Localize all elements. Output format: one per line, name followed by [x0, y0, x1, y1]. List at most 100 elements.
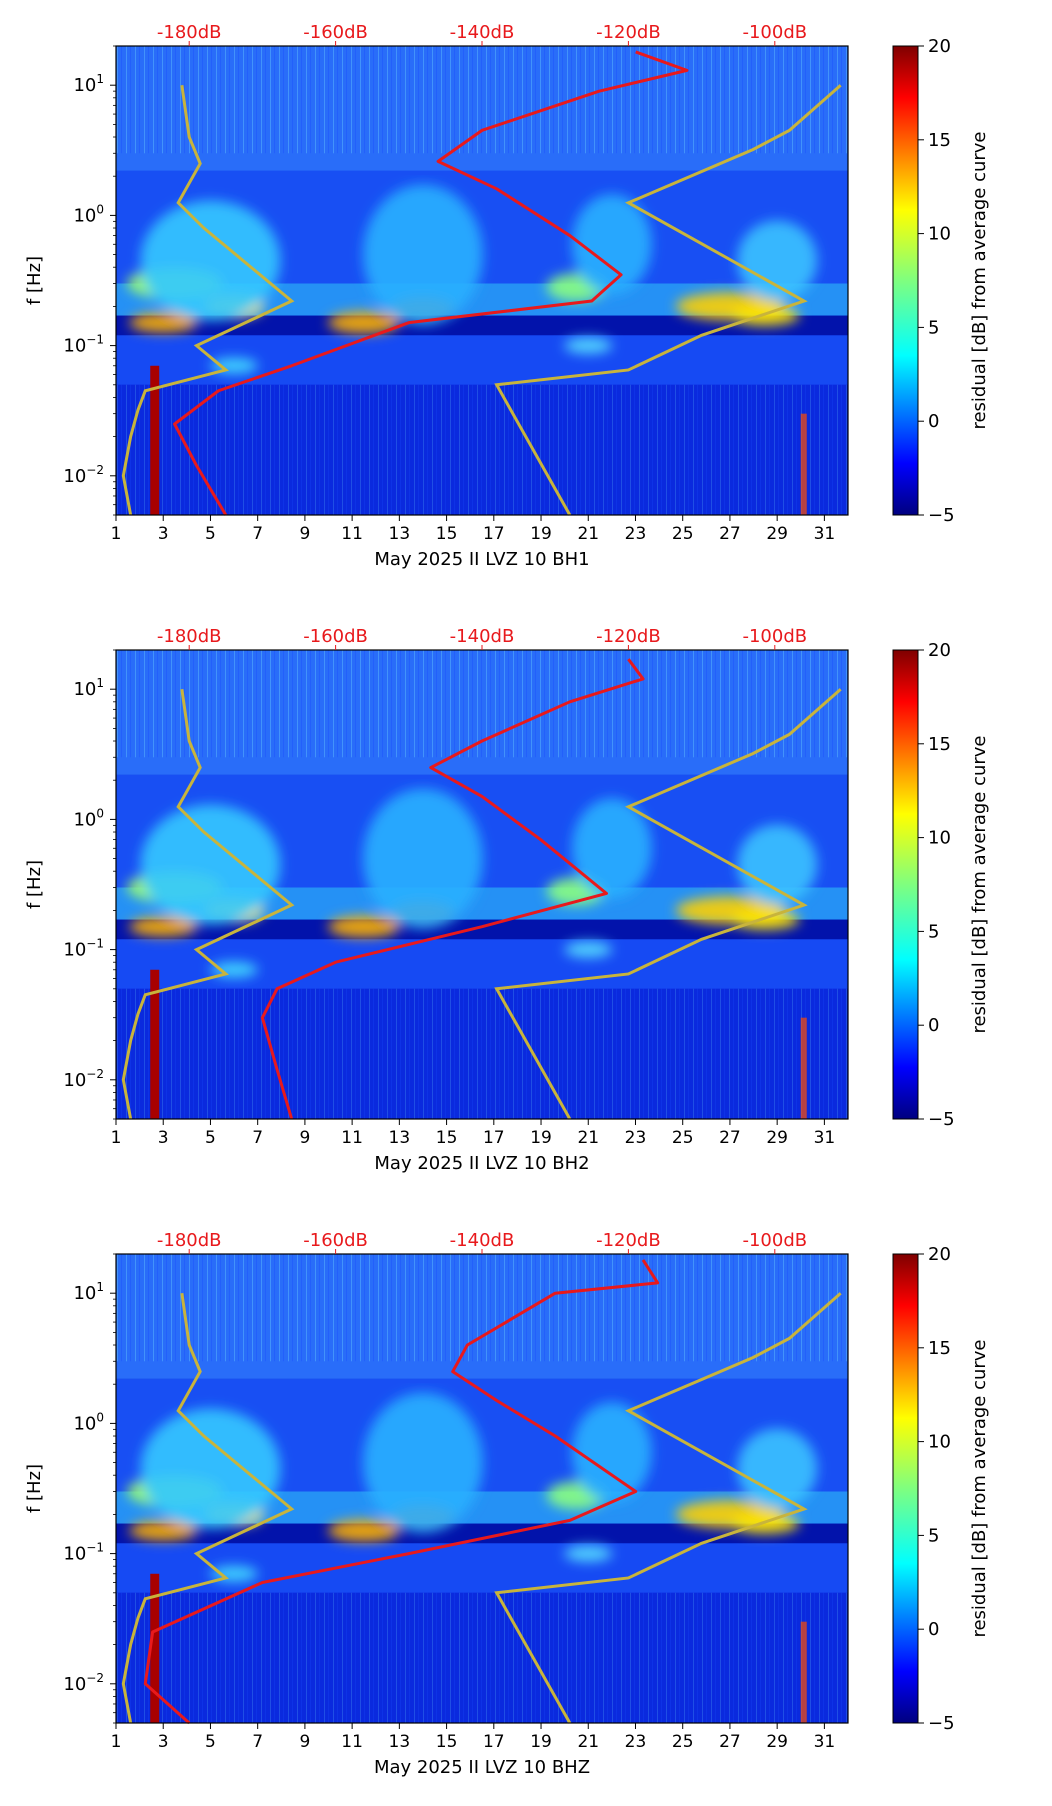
heatmap-band: [116, 919, 848, 940]
heatmap-event-line: [800, 413, 807, 515]
x-tick-label: 27: [719, 1128, 741, 1148]
heatmap-blob: [362, 184, 483, 325]
heatmap-blob: [327, 311, 400, 334]
heatmap-blob: [140, 1408, 281, 1529]
top-axis-db-label: -140dB: [450, 1230, 515, 1251]
x-tick-label: 27: [719, 524, 741, 544]
x-tick-label: 3: [158, 1128, 169, 1148]
heatmap-blob: [564, 941, 613, 958]
top-axis-db-label: -100dB: [742, 22, 807, 43]
heatmap-streaks-low: [116, 988, 848, 1119]
top-axis-db-label: -140dB: [450, 22, 515, 43]
x-tick-label: 21: [577, 1128, 599, 1148]
colorbar-tick-label: 5: [928, 1525, 939, 1546]
heatmap-streaks: [116, 1254, 848, 1362]
colorbar-tick-label: 15: [928, 130, 951, 151]
colorbar-tick-label: −5: [928, 1109, 955, 1130]
high-noise-model-curve: [494, 1292, 842, 1724]
heatmap-blobs: [127, 788, 818, 978]
x-tick-label: 25: [672, 1732, 694, 1752]
spectrogram-heatmap: [116, 650, 848, 1119]
x-tick-label: 1: [111, 1732, 122, 1752]
x-tick-label: 13: [389, 1732, 411, 1752]
x-tick-label: 13: [389, 1128, 411, 1148]
heatmap-streaks: [116, 46, 848, 154]
x-tick-label: 15: [436, 1128, 458, 1148]
heatmap-band: [116, 1523, 848, 1544]
x-tick-label: 15: [436, 524, 458, 544]
x-tick-label: 7: [252, 1732, 263, 1752]
heatmap-band: [116, 315, 848, 336]
y-tick-label: 100: [73, 202, 104, 226]
colorbar-gradient: [892, 1253, 919, 1724]
x-tick-label: 23: [625, 1732, 647, 1752]
heatmap-event-line: [800, 1621, 807, 1723]
y-axis-label: f [Hz]: [24, 1464, 45, 1513]
colorbar-gradient: [892, 45, 919, 516]
x-tick-label: 21: [577, 1732, 599, 1752]
x-tick-label: 31: [814, 1732, 836, 1752]
y-tick-label: 101: [73, 1280, 104, 1304]
colorbar-tick-label: 20: [928, 36, 951, 57]
heatmap-blob: [129, 312, 198, 333]
x-tick-label: 29: [766, 1732, 788, 1752]
heatmap-blob: [564, 1545, 613, 1562]
colorbar-tick-label: 15: [928, 1338, 951, 1359]
heatmap-streaks-low: [116, 1592, 848, 1723]
colorbar-tick-label: 15: [928, 734, 951, 755]
x-tick-label: 11: [341, 1732, 363, 1752]
x-tick-label: 5: [205, 1128, 216, 1148]
heatmap-blob: [737, 824, 818, 905]
colorbar-label: residual [dB] from average curve: [969, 131, 990, 429]
colorbar-tick-label: 0: [928, 1015, 939, 1036]
psd-curve: [260, 658, 645, 1120]
y-tick-label: 10−1: [63, 333, 104, 357]
heatmap-blob: [571, 1402, 652, 1503]
colorbar-tick-label: 5: [928, 921, 939, 942]
y-tick-label: 10−1: [63, 1541, 104, 1565]
x-tick-label: 1: [111, 524, 122, 544]
high-noise-model-curve: [494, 84, 842, 516]
heatmap-blobs: [127, 184, 818, 374]
x-tick-label: 7: [252, 1128, 263, 1148]
top-axis-db-label: -180dB: [157, 1230, 222, 1251]
heatmap-blob: [327, 915, 400, 938]
spectrogram-heatmap: [116, 46, 848, 515]
x-tick-label: 5: [205, 524, 216, 544]
colorbar-gradient: [892, 649, 919, 1120]
x-tick-label: 23: [625, 524, 647, 544]
x-tick-label: 25: [672, 524, 694, 544]
top-axis-db-label: -140dB: [450, 626, 515, 647]
colorbar-tick-label: 0: [928, 411, 939, 432]
x-tick-label: 3: [158, 1732, 169, 1752]
y-axis-label: f [Hz]: [24, 256, 45, 305]
colorbar-tick-label: 10: [928, 1432, 951, 1453]
top-axis-db-label: -100dB: [742, 1230, 807, 1251]
heatmap-blob: [362, 788, 483, 929]
psd-curve: [143, 1259, 660, 1725]
heatmap-blob: [737, 1428, 818, 1509]
colorbar-tick-label: 0: [928, 1619, 939, 1640]
top-axis-db-label: -160dB: [303, 1230, 368, 1251]
colorbar: 20 15 10 5 0 −5 residual [dB] from average cur…: [892, 640, 990, 1130]
x-tick-label: 19: [530, 1128, 552, 1148]
x-tick-label: 23: [625, 1128, 647, 1148]
colorbar: 20 15 10 5 0 −5 residual [dB] from average cur…: [892, 36, 990, 526]
x-tick-label: 27: [719, 1732, 741, 1752]
x-tick-label: 17: [483, 1128, 505, 1148]
x-tick-label: 11: [341, 524, 363, 544]
x-axis-label: May 2025 II LVZ 10 BHZ: [374, 1757, 590, 1778]
low-noise-model-curve: [121, 688, 295, 1120]
heatmap-blob: [571, 798, 652, 899]
x-axis-label: May 2025 II LVZ 10 BH1: [374, 549, 589, 570]
colorbar-tick-label: 20: [928, 640, 951, 661]
heatmap-event-line: [800, 1017, 807, 1119]
top-axis-db-label: -160dB: [303, 626, 368, 647]
colorbar-tick-label: 20: [928, 1244, 951, 1265]
heatmap-blob: [129, 916, 198, 937]
heatmap-blobs: [127, 1392, 818, 1582]
low-noise-model-curve: [121, 84, 295, 516]
y-tick-label: 100: [73, 1410, 104, 1434]
heatmap-blob: [362, 1392, 483, 1533]
